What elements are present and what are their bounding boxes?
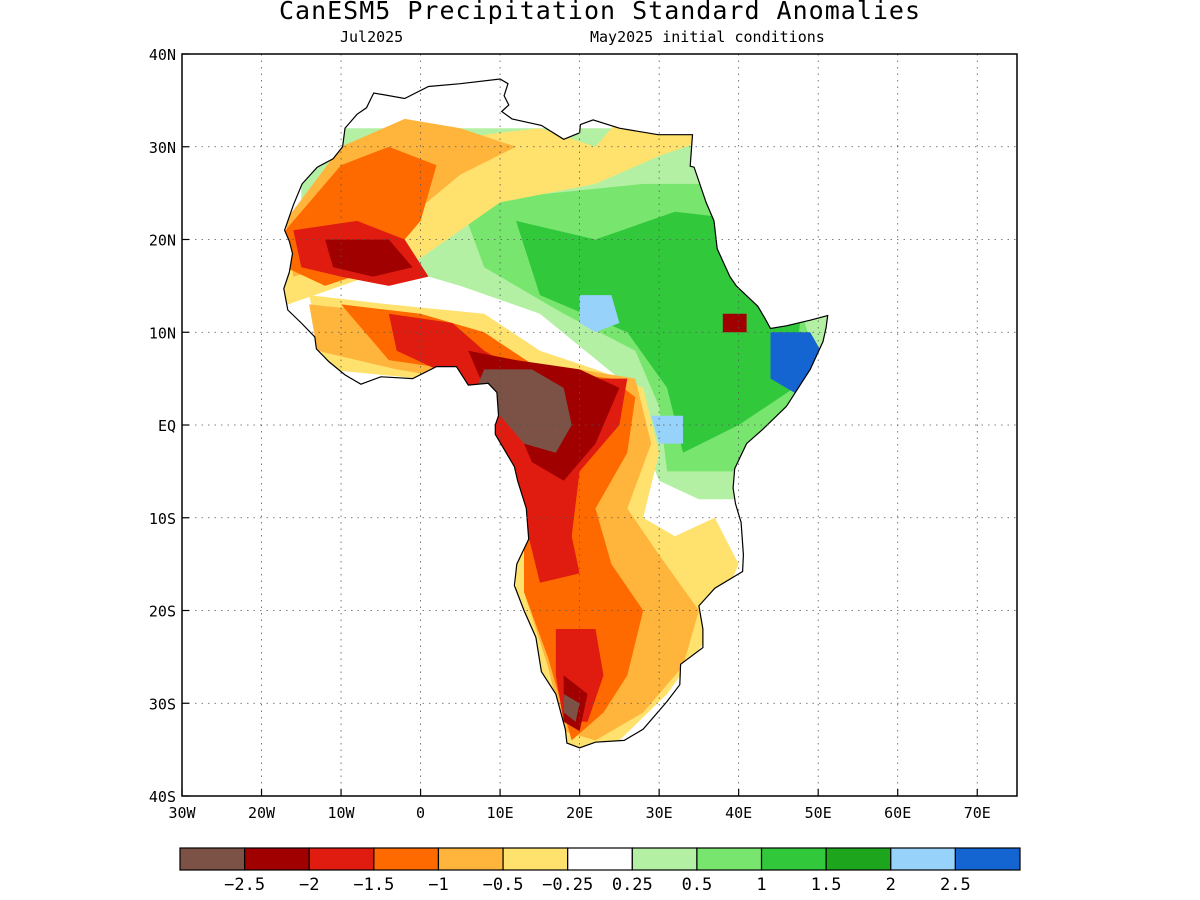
y-tick-label: 40S bbox=[149, 788, 176, 806]
x-tick-label: 10E bbox=[487, 804, 514, 822]
colorbar-swatch bbox=[825, 847, 892, 871]
colorbar-swatch bbox=[308, 847, 375, 871]
colorbar-label: −1.5 bbox=[353, 875, 394, 895]
colorbar-label: −1 bbox=[428, 875, 448, 895]
coastline bbox=[283, 78, 829, 749]
colorbar-label: −2.5 bbox=[224, 875, 265, 895]
x-tick-label: 40E bbox=[725, 804, 752, 822]
colorbar-label: 0.25 bbox=[612, 875, 653, 895]
colorbar-swatch bbox=[890, 847, 956, 871]
y-tick-label: 30S bbox=[149, 695, 176, 713]
x-tick-label: 10W bbox=[328, 804, 356, 822]
y-tick-label: 20N bbox=[149, 232, 176, 250]
colorbar-label: 1.5 bbox=[811, 875, 842, 895]
anomaly-region bbox=[476, 369, 572, 453]
colorbar-label: 0.5 bbox=[682, 875, 713, 895]
colorbar-swatch bbox=[502, 847, 569, 871]
x-tick-label: 30W bbox=[168, 804, 196, 822]
anomaly-region bbox=[325, 239, 413, 277]
map-layer bbox=[182, 54, 1017, 796]
colorbar-swatch bbox=[179, 847, 246, 871]
colorbar-label: −2 bbox=[299, 875, 319, 895]
forecast-month: Jul2025 bbox=[340, 28, 404, 46]
colorbar-swatch bbox=[567, 847, 633, 871]
colorbar-swatch bbox=[760, 847, 827, 871]
x-tick-label: 20W bbox=[248, 804, 276, 822]
initial-conditions: May2025 initial conditions bbox=[590, 28, 825, 46]
y-tick-label: 20S bbox=[149, 603, 176, 621]
anomaly-region bbox=[746, 146, 811, 203]
x-tick-label: 20E bbox=[566, 804, 593, 822]
colorbar-swatch bbox=[373, 847, 440, 871]
anomaly-region bbox=[563, 694, 580, 722]
y-tick-label: 40N bbox=[149, 46, 176, 64]
colorbar-label: 2 bbox=[886, 875, 896, 895]
chart-title: CanESM5 Precipitation Standard Anomalies bbox=[278, 0, 922, 25]
colorbar-swatch bbox=[954, 847, 1021, 871]
y-tick-label: 10N bbox=[149, 324, 176, 342]
anomaly-region bbox=[722, 313, 747, 333]
x-tick-label: 30E bbox=[646, 804, 673, 822]
colorbar-label: 2.5 bbox=[940, 875, 971, 895]
y-tick-label: 30N bbox=[149, 139, 176, 157]
colorbar-label: −0.5 bbox=[483, 875, 524, 895]
x-tick-label: 60E bbox=[884, 804, 911, 822]
y-tick-label: EQ bbox=[158, 417, 176, 435]
colorbar: −2.5 −2 −1.5 −1 −0.5 −0.25 0.25 0.5 1 1.5 2 2.5 bbox=[179, 847, 1021, 895]
x-tick-label: 50E bbox=[805, 804, 832, 822]
x-tick-label: 70E bbox=[964, 804, 991, 822]
anomaly-region bbox=[683, 109, 828, 259]
colorbar-label: −0.25 bbox=[542, 875, 593, 895]
x-tick-label: 0 bbox=[416, 804, 425, 822]
colorbar-label: 1 bbox=[756, 875, 766, 895]
colorbar-swatch bbox=[437, 847, 504, 871]
colorbar-swatch bbox=[244, 847, 310, 871]
latitude-axis: 40N 30N 20N 10N EQ 10S 20S 30S 40S bbox=[149, 46, 189, 806]
y-tick-label: 10S bbox=[149, 510, 176, 528]
lat-lon-grid bbox=[182, 54, 1017, 796]
anomaly-region bbox=[579, 295, 620, 333]
anomaly-region bbox=[651, 415, 683, 444]
colorbar-swatch bbox=[696, 847, 763, 871]
anomaly-region bbox=[738, 146, 827, 221]
longitude-axis: 30W 20W 10W 0 10E 20E 30E 40E 50E 60E 70E bbox=[168, 789, 991, 822]
colorbar-swatch bbox=[631, 847, 698, 871]
